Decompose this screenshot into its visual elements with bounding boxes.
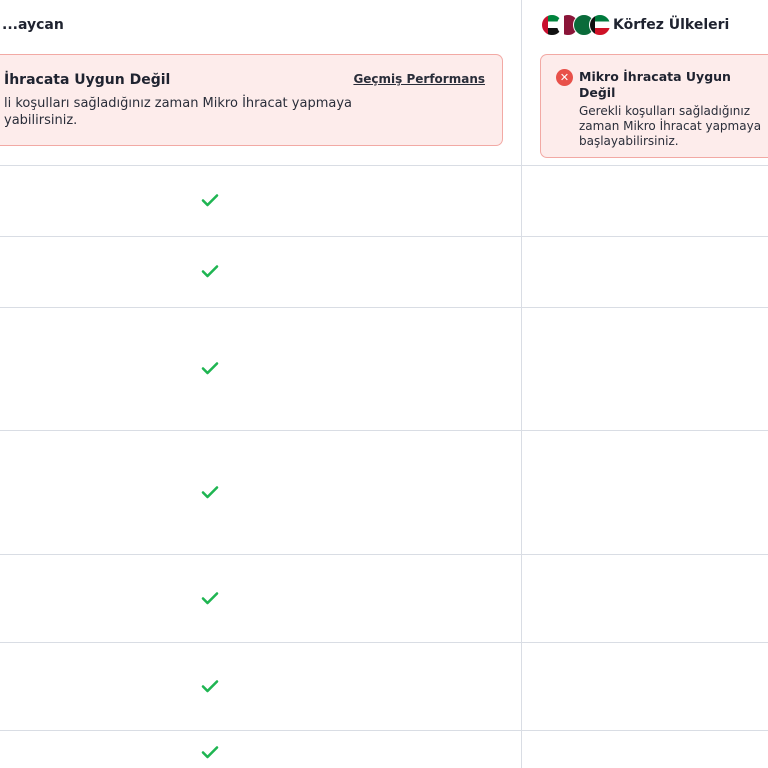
- row-divider: [0, 730, 768, 731]
- status-card-gulf: ✕ Mikro İhracata Uygun Değil Gerekli koş…: [540, 54, 768, 158]
- flags-group: [541, 14, 611, 36]
- row-divider: [0, 554, 768, 555]
- row-divider: [0, 307, 768, 308]
- status-text-line: yabilirsiniz.: [4, 113, 78, 128]
- kuwait-flag-icon: [589, 14, 611, 36]
- check-icon: [201, 362, 219, 375]
- status-text-line: Gerekli koşulları sağladığınız zaman Mik…: [579, 104, 762, 133]
- status-text: li koşulları sağladığınız zaman Mikro İh…: [4, 95, 352, 129]
- column-header-gulf: Körfez Ülkeleri: [541, 14, 729, 36]
- status-title: Mikro İhracata Uygun Değil: [579, 69, 731, 100]
- past-performance-link[interactable]: Geçmiş Performans: [353, 72, 485, 86]
- status-text-line: başlayabilirsiniz.: [579, 134, 679, 148]
- check-icon: [201, 486, 219, 499]
- status-title: İhracata Uygun Değil: [4, 72, 171, 88]
- column-header-left: ...aycan: [2, 14, 64, 36]
- status-card-left: İhracata Uygun Değil li koşulları sağlad…: [0, 54, 503, 146]
- x-circle-icon: ✕: [556, 69, 573, 86]
- check-icon: [201, 265, 219, 278]
- status-text-line: li koşulları sağladığınız zaman Mikro İh…: [4, 96, 352, 111]
- column-title: ...aycan: [2, 17, 64, 33]
- status-text: Gerekli koşulları sağladığınız zaman Mik…: [579, 104, 762, 149]
- row-divider: [0, 236, 768, 237]
- column-title: Körfez Ülkeleri: [613, 17, 730, 33]
- check-icon: [201, 746, 219, 759]
- row-divider: [0, 430, 768, 431]
- row-divider: [0, 165, 768, 166]
- column-divider: [521, 0, 522, 768]
- row-divider: [0, 642, 768, 643]
- check-icon: [201, 194, 219, 207]
- check-icon: [201, 680, 219, 693]
- check-icon: [201, 592, 219, 605]
